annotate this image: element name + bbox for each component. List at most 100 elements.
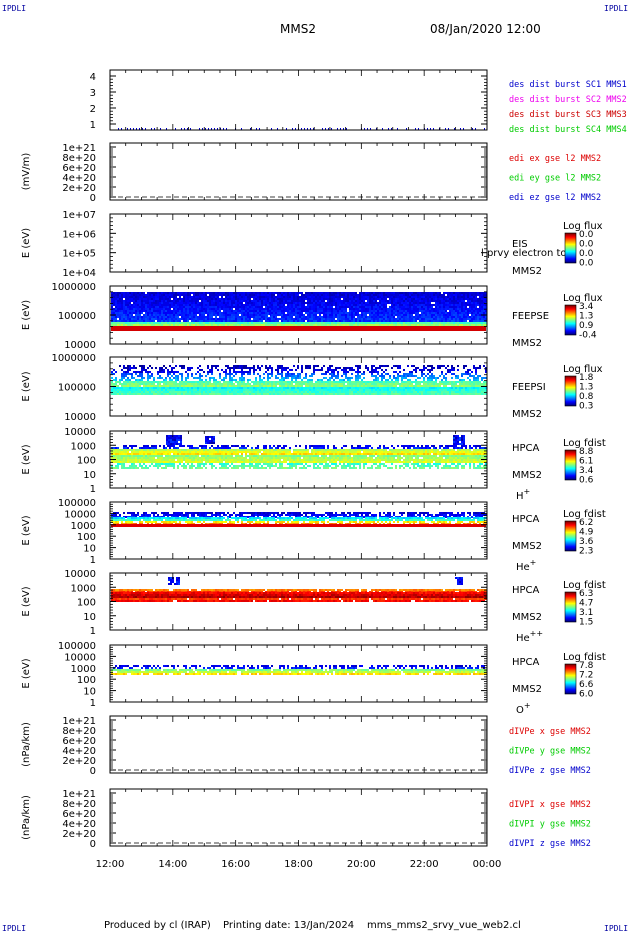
spectrogram-pixel: [167, 298, 169, 300]
spectrogram-pixel: [335, 385, 337, 387]
spectrogram-pixel: [113, 320, 115, 322]
spectrogram-pixel: [177, 375, 179, 377]
spectrogram-pixel: [433, 298, 435, 300]
spectrogram-pixel: [271, 385, 273, 387]
spectrogram-pixel: [459, 320, 461, 322]
spectrogram-pixel: [141, 381, 143, 383]
spectrogram-pixel: [199, 322, 201, 324]
burst-indicator: [388, 128, 389, 130]
spectrogram-pixel: [137, 320, 139, 322]
spectrogram-pixel: [333, 314, 335, 316]
spectrogram-pixel: [409, 320, 411, 322]
spectrogram-pixel: [125, 391, 127, 393]
spectrogram-pixel: [439, 322, 441, 324]
spectrogram-pixel: [359, 324, 361, 326]
spectrogram-pixel: [175, 316, 177, 318]
spectrogram-pixel: [355, 294, 357, 296]
spectrogram-pixel: [399, 298, 401, 300]
spectrogram-pixel: [175, 294, 177, 296]
spectrogram-pixel: [465, 383, 467, 385]
spectrogram-pixel: [159, 389, 161, 391]
spectrogram-pixel: [139, 294, 141, 296]
spectrogram-pixel: [411, 320, 413, 322]
spectrogram-pixel: [333, 312, 335, 314]
spectrogram-pixel: [283, 298, 285, 300]
spectrogram-pixel: [139, 389, 141, 391]
spectrogram-pixel: [149, 375, 151, 377]
spectrogram-pixel: [189, 385, 191, 387]
spectrogram-pixel: [205, 296, 207, 298]
spectrogram-pixel: [419, 316, 421, 318]
spectrogram-pixel: [319, 308, 321, 310]
spectrogram-pixel: [315, 365, 317, 367]
spectrogram-pixel: [411, 308, 413, 310]
eis-spectrogram-colorbar-segment: [565, 239, 576, 240]
burst-indicator: [484, 128, 485, 130]
spectrogram-pixel: [215, 296, 217, 298]
spectrogram-pixel: [281, 294, 283, 296]
spectrogram-pixel: [341, 292, 343, 294]
spectrogram-pixel: [381, 381, 383, 383]
y-tick-label: 1e+07: [62, 210, 96, 221]
spectrogram-pixel: [155, 391, 157, 393]
spectrogram-pixel: [121, 298, 123, 300]
spectrogram-pixel: [149, 292, 151, 294]
spectrogram-pixel: [159, 312, 161, 314]
spectrogram-pixel: [241, 306, 243, 308]
spectrogram-pixel: [147, 302, 149, 304]
spectrogram-pixel: [423, 322, 425, 324]
spectrogram-pixel: [475, 306, 477, 308]
spectrogram-pixel: [443, 318, 445, 320]
burst-indicator: [454, 128, 455, 130]
spectrogram-pixel: [265, 294, 267, 296]
spectrogram-pixel: [235, 314, 237, 316]
spectrogram-pixel: [375, 300, 377, 302]
spectrogram-pixel: [343, 314, 345, 316]
spectrogram-pixel: [323, 304, 325, 306]
spectrogram-pixel: [433, 320, 435, 322]
spectrogram-pixel: [449, 381, 451, 383]
spectrogram-pixel: [349, 298, 351, 300]
spectrogram-pixel: [139, 379, 141, 381]
spectrogram-pixel: [179, 318, 181, 320]
eis-spectrogram-colorbar-segment: [565, 247, 576, 248]
spectrogram-pixel: [259, 318, 261, 320]
spectrogram-pixel: [179, 292, 181, 294]
spectrogram-pixel: [287, 371, 289, 373]
spectrogram-pixel: [147, 387, 149, 389]
spectrogram-pixel: [351, 377, 353, 379]
spectrogram-pixel: [245, 302, 247, 304]
spectrogram-pixel: [169, 308, 171, 310]
spectrogram-pixel: [443, 316, 445, 318]
spectrogram-pixel: [429, 318, 431, 320]
spectrogram-pixel: [295, 312, 297, 314]
spectrogram-pixel: [457, 322, 459, 324]
spectrogram-pixel: [411, 294, 413, 296]
spectrogram-pixel: [321, 369, 323, 371]
spectrogram-pixel: [237, 371, 239, 373]
spectrogram-pixel: [167, 300, 169, 302]
spectrogram-pixel: [303, 310, 305, 312]
spectrogram-pixel: [439, 298, 441, 300]
spectrogram-pixel: [173, 300, 175, 302]
spectrogram-pixel: [167, 318, 169, 320]
spectrogram-pixel: [429, 385, 431, 387]
spectrogram-pixel: [371, 322, 373, 324]
spectrogram-pixel: [265, 310, 267, 312]
spectrogram-pixel: [275, 318, 277, 320]
spectrogram-pixel: [329, 381, 331, 383]
spectrogram-pixel: [469, 304, 471, 306]
spectrogram-pixel: [463, 300, 465, 302]
spectrogram-pixel: [199, 381, 201, 383]
spectrogram-pixel: [461, 308, 463, 310]
spectrogram-pixel: [279, 298, 281, 300]
spectrogram-pixel: [439, 292, 441, 294]
spectrogram-pixel: [469, 322, 471, 324]
spectrogram-pixel: [209, 308, 211, 310]
spectrogram-pixel: [211, 367, 213, 369]
spectrogram-pixel: [415, 369, 417, 371]
spacecraft-label: MMS2: [512, 338, 542, 349]
spectrogram-pixel: [307, 310, 309, 312]
spectrogram-pixel: [367, 318, 369, 320]
spectrogram-pixel: [481, 306, 483, 308]
